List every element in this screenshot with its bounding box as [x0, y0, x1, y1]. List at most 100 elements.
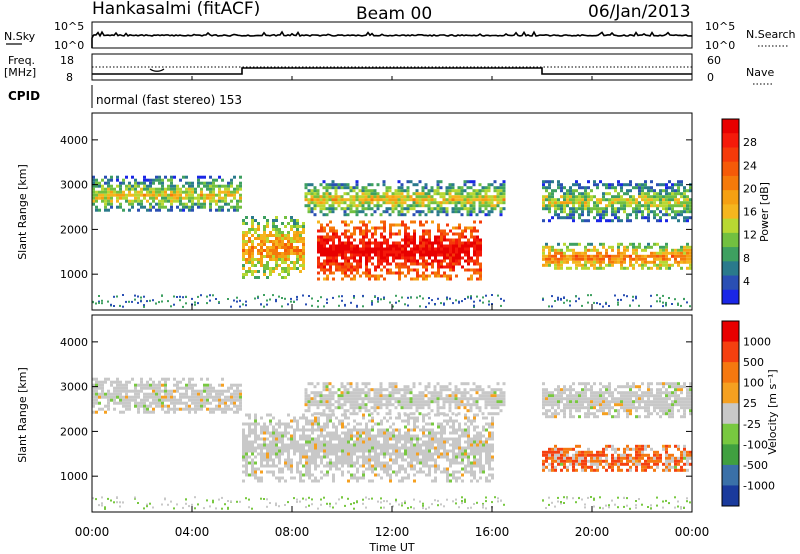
- ground-scatter-cell: [602, 305, 604, 308]
- echo-cell: [343, 409, 347, 413]
- echo-cell: [644, 192, 647, 196]
- echo-cell: [293, 416, 296, 420]
- echo-cell: [385, 207, 389, 211]
- echo-cell: [431, 446, 434, 450]
- echo-cell: [194, 190, 197, 194]
- echo-cell: [466, 403, 470, 407]
- echo-cell: [137, 208, 140, 212]
- echo-cell: [449, 425, 452, 429]
- echo-cell: [310, 382, 314, 386]
- echo-cell: [203, 184, 206, 188]
- echo-cell: [251, 464, 254, 468]
- echo-cell: [446, 244, 449, 248]
- echo-cell: [374, 265, 377, 269]
- echo-cell: [584, 204, 587, 208]
- echo-cell: [307, 382, 311, 386]
- echo-cell: [689, 248, 692, 252]
- echo-cell: [254, 455, 257, 459]
- echo-cell: [467, 238, 470, 242]
- echo-cell: [605, 207, 608, 211]
- echo-cell: [245, 473, 248, 477]
- echo-cell: [344, 461, 347, 465]
- nsearch-tick-top: 10^5: [705, 20, 735, 33]
- echo-cell: [356, 262, 359, 266]
- echo-cell: [155, 386, 158, 390]
- echo-cell: [563, 210, 566, 214]
- echo-cell: [341, 461, 344, 465]
- echo-cell: [260, 258, 263, 261]
- echo-cell: [350, 271, 353, 275]
- echo-cell: [326, 419, 329, 423]
- echo-cell: [251, 440, 254, 444]
- echo-cell: [428, 253, 431, 257]
- echo-cell: [227, 190, 230, 194]
- echo-cell: [344, 416, 347, 420]
- ground-scatter-cell: [95, 302, 97, 305]
- echo-cell: [419, 247, 422, 251]
- echo-cell: [287, 270, 290, 273]
- echo-cell: [167, 377, 170, 381]
- ground-scatter-cell: [488, 303, 490, 306]
- echo-cell: [644, 186, 647, 190]
- colorbar-swatch: [722, 161, 739, 177]
- echo-cell: [629, 213, 632, 217]
- echo-cell: [257, 249, 260, 252]
- echo-cell: [401, 446, 404, 450]
- ground-scatter-cell: [155, 302, 157, 305]
- echo-cell: [626, 266, 629, 270]
- echo-cell: [424, 192, 428, 196]
- echo-cell: [272, 428, 275, 432]
- echo-cell: [104, 175, 107, 179]
- echo-cell: [179, 196, 182, 200]
- echo-cell: [427, 201, 431, 205]
- echo-cell: [388, 385, 392, 389]
- ground-scatter-cell: [452, 302, 454, 305]
- echo-cell: [350, 235, 353, 239]
- echo-cell: [362, 452, 365, 456]
- echo-cell: [164, 395, 167, 399]
- echo-cell: [334, 406, 338, 410]
- echo-cell: [587, 210, 590, 214]
- echo-cell: [326, 464, 329, 468]
- echo-cell: [499, 195, 503, 199]
- echo-cell: [470, 461, 473, 465]
- echo-cell: [350, 241, 353, 245]
- echo-cell: [122, 208, 125, 212]
- echo-cell: [440, 425, 443, 429]
- echo-cell: [149, 410, 152, 414]
- echo-cell: [368, 274, 371, 278]
- echo-cell: [224, 190, 227, 194]
- echo-cell: [355, 388, 359, 392]
- echo-cell: [173, 193, 176, 197]
- echo-cell: [209, 383, 212, 387]
- echo-cell: [332, 229, 335, 233]
- echo-cell: [182, 205, 185, 209]
- echo-cell: [245, 470, 248, 474]
- echo-cell: [452, 259, 455, 263]
- echo-cell: [359, 226, 362, 230]
- echo-cell: [242, 249, 245, 252]
- echo-cell: [464, 464, 467, 468]
- echo-cell: [361, 388, 365, 392]
- echo-cell: [146, 187, 149, 191]
- echo-cell: [428, 416, 431, 420]
- echo-cell: [161, 401, 164, 405]
- echo-cell: [479, 274, 482, 278]
- echo-cell: [125, 389, 128, 393]
- date-title: 06/Jan/2013: [588, 2, 691, 22]
- echo-cell: [347, 265, 350, 269]
- echo-cell: [496, 195, 500, 199]
- echo-cell: [458, 256, 461, 260]
- ground-scatter-cell: [395, 294, 397, 297]
- echo-cell: [605, 248, 608, 252]
- ground-scatter-cell: [353, 296, 355, 299]
- echo-cell: [398, 449, 401, 453]
- echo-cell: [446, 250, 449, 254]
- echo-cell: [304, 403, 308, 407]
- ground-scatter-cell: [209, 299, 211, 302]
- echo-cell: [272, 246, 275, 249]
- echo-cell: [242, 273, 245, 276]
- echo-cell: [299, 443, 302, 447]
- echo-cell: [470, 440, 473, 444]
- echo-cell: [424, 388, 428, 392]
